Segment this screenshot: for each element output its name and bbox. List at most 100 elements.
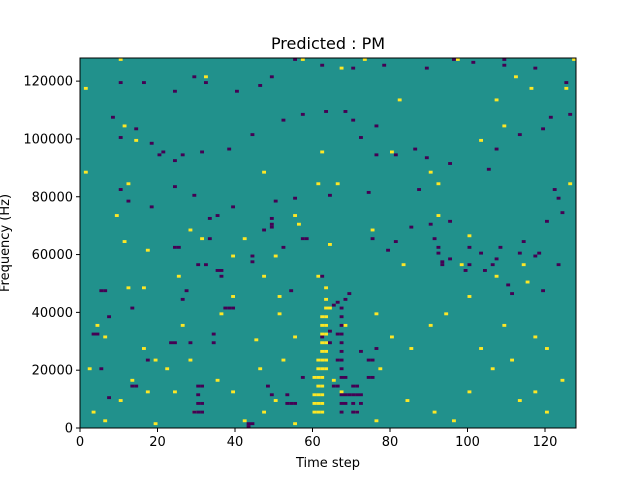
heatmap-cell-low	[118, 136, 123, 139]
heatmap-cell-low	[320, 274, 325, 278]
heatmap-cell-low	[269, 216, 274, 220]
heatmap-cell-high	[293, 335, 298, 339]
heatmap-cell-low	[196, 410, 201, 414]
heatmap-cell-low	[366, 190, 371, 194]
heatmap-cell-low	[269, 222, 274, 226]
heatmap-cell-low	[103, 289, 108, 293]
heatmap-cell-high	[316, 410, 321, 414]
heatmap-cell-low	[339, 367, 344, 371]
y-tick-label: 0	[65, 422, 73, 437]
heatmap-cell-low	[494, 257, 499, 261]
heatmap-cell-high	[320, 332, 325, 336]
x-tick-label: 20	[149, 435, 166, 450]
heatmap-cell-low	[339, 332, 344, 336]
heatmap-cell-low	[568, 112, 573, 116]
heatmap-cell-low	[180, 297, 185, 301]
y-tick-label: 20000	[32, 364, 73, 379]
y-axis: 0 20000 40000 60000 80000 100000 120000	[23, 75, 80, 437]
plot-area	[79, 57, 577, 429]
heatmap-cell-low	[293, 196, 298, 200]
heatmap-cell-low	[173, 89, 177, 93]
heatmap-cell-high	[204, 75, 208, 79]
heatmap-cell-low	[200, 384, 205, 388]
heatmap-cell-high	[502, 124, 507, 128]
heatmap-cell-low	[355, 384, 360, 388]
heatmap-cell-low	[204, 263, 208, 267]
heatmap-cell-low	[250, 254, 255, 258]
heatmap-cell-low	[517, 251, 522, 255]
heatmap-cell-low	[339, 410, 344, 414]
heatmap-cell-high	[479, 347, 484, 350]
heatmap-cell-low	[130, 384, 135, 388]
heatmap-cell-low	[173, 185, 177, 189]
heatmap-cell-high	[114, 214, 119, 217]
heatmap-cell-high	[118, 58, 123, 61]
heatmap-cell-low	[560, 211, 565, 215]
heatmap-cell-low	[366, 375, 371, 379]
heatmap-cell-low	[552, 188, 557, 191]
heatmap-cell-low	[452, 58, 456, 61]
heatmap-cell-low	[510, 292, 515, 296]
heatmap-cell-high	[273, 254, 278, 258]
heatmap-cell-low	[293, 401, 298, 405]
heatmap-cell-high	[83, 86, 88, 90]
heatmap-cell-low	[107, 396, 112, 400]
heatmap-cell-low	[173, 159, 177, 163]
heatmap-cell-low	[483, 269, 487, 272]
heatmap-cell-low	[219, 274, 224, 278]
heatmap-cell-high	[312, 401, 317, 405]
heatmap-cell-high	[103, 335, 108, 339]
heatmap-cell-low	[339, 341, 344, 345]
heatmap-cell-high	[273, 399, 278, 402]
heatmap-cell-high	[277, 312, 282, 316]
heatmap-cell-low	[328, 329, 332, 333]
heatmap-cell-low	[448, 162, 453, 165]
heatmap-cell-low	[502, 63, 507, 67]
heatmap-cell-high	[258, 367, 263, 371]
heatmap-cell-low	[200, 410, 205, 414]
heatmap-cell-low	[219, 269, 224, 272]
heatmap-cell-low	[359, 401, 363, 405]
heatmap-cell-low	[145, 358, 150, 362]
heatmap-cell-low	[467, 245, 472, 249]
x-axis: 0 20 40 60 80 100 120	[76, 428, 557, 450]
heatmap-cell-low	[250, 422, 255, 426]
heatmap-cell-low	[370, 375, 375, 379]
heatmap-cell-high	[277, 295, 282, 298]
y-axis-label: Frequency (Hz)	[0, 194, 13, 292]
heatmap-cell-low	[223, 306, 228, 310]
heatmap-cell-high	[320, 393, 325, 397]
heatmap-cell-low	[227, 306, 232, 310]
heatmap-cell-high	[254, 338, 259, 342]
heatmap-cell-low	[304, 237, 309, 241]
heatmap-cell-high	[262, 410, 267, 414]
heatmap-cell-high	[467, 390, 472, 394]
heatmap-cell-low	[440, 260, 445, 264]
heatmap-cell-high	[293, 422, 298, 426]
heatmap-cell-high	[432, 410, 437, 414]
heatmap-cell-low	[273, 199, 278, 203]
heatmap-cell-low	[196, 263, 201, 267]
heatmap-cell-low	[545, 219, 549, 223]
heatmap-cell-high	[87, 367, 92, 371]
heatmap-cell-low	[370, 358, 375, 362]
heatmap-cell-low	[351, 410, 356, 414]
heatmap-cell-high	[231, 254, 236, 258]
heatmap-cell-high	[324, 323, 329, 327]
heatmap-cell-low	[130, 306, 135, 310]
heatmap-cell-high	[374, 419, 379, 423]
heatmap-cell-high	[324, 367, 329, 371]
heatmap-cell-high	[324, 341, 329, 345]
heatmap-cell-low	[215, 214, 220, 217]
heatmap-cell-low	[374, 124, 379, 128]
heatmap-cell-low	[351, 66, 356, 70]
heatmap-cell-high	[200, 237, 205, 241]
heatmap-cell-low	[250, 133, 255, 137]
heatmap-cell-high	[533, 335, 538, 339]
heatmap-cell-low	[266, 384, 270, 388]
heatmap-cell-low	[269, 225, 274, 229]
x-tick-label: 100	[455, 435, 480, 450]
heatmap-cell-high	[134, 138, 139, 142]
heatmap-cell-low	[99, 289, 104, 293]
heatmap-cell-low	[149, 205, 154, 209]
